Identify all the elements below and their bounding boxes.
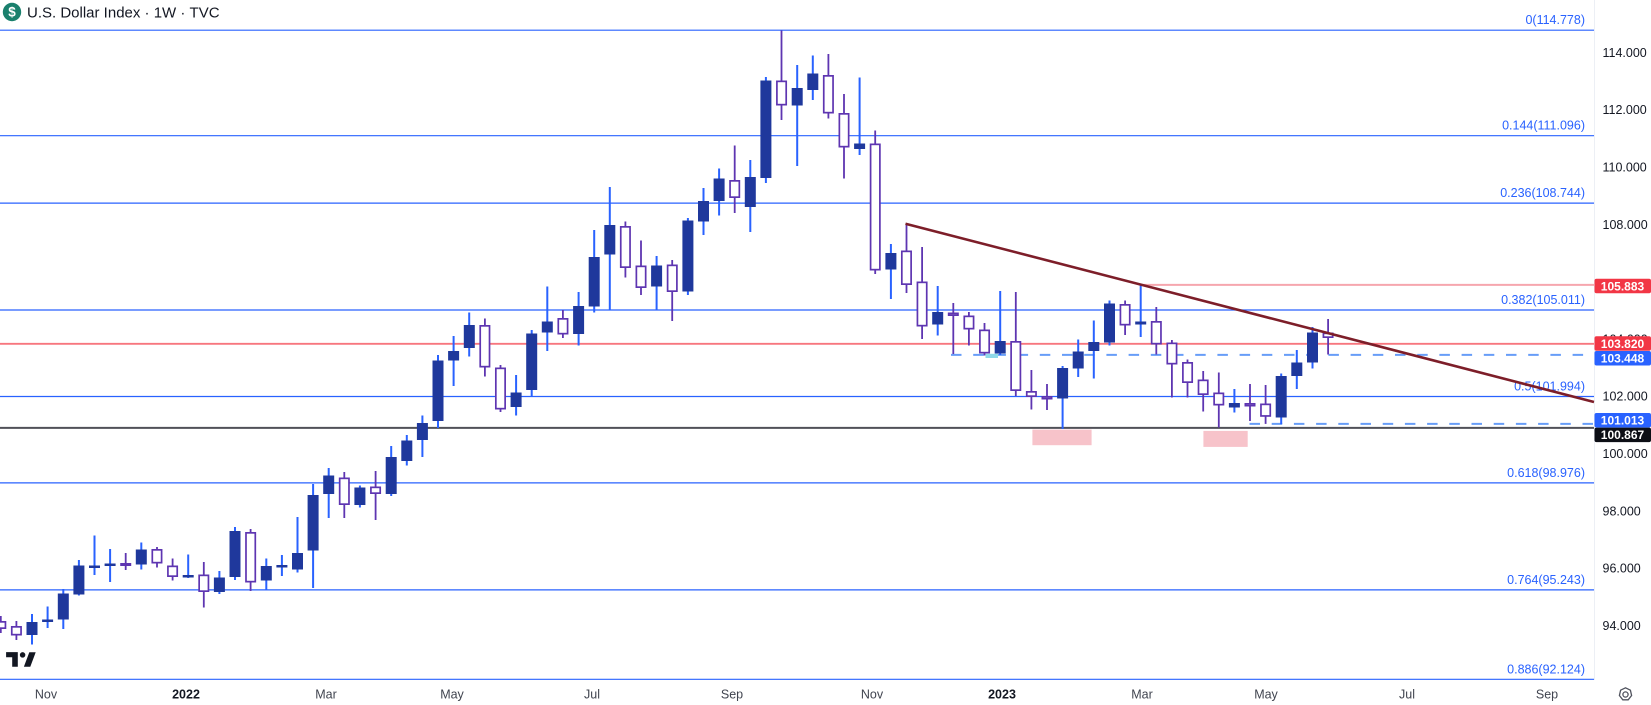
svg-text:0.236(108.744): 0.236(108.744) [1500,186,1585,200]
svg-text:0.618(98.976): 0.618(98.976) [1507,466,1585,480]
svg-text:102.000: 102.000 [1603,390,1648,404]
svg-text:0.5(101.994): 0.5(101.994) [1514,380,1585,394]
svg-text:Nov: Nov [861,688,884,702]
svg-text:May: May [1254,688,1278,702]
svg-text:Jul: Jul [1399,688,1415,702]
svg-text:Sep: Sep [1536,688,1558,702]
svg-text:Mar: Mar [315,688,337,702]
svg-text:May: May [440,688,464,702]
svg-text:98.000: 98.000 [1603,504,1641,518]
svg-text:Mar: Mar [1131,688,1153,702]
svg-text:110.000: 110.000 [1603,161,1647,175]
svg-text:U.S. Dollar Index · 1W · TVC: U.S. Dollar Index · 1W · TVC [27,5,220,22]
svg-text:$: $ [8,5,16,20]
svg-text:114.000: 114.000 [1603,46,1647,60]
svg-text:Nov: Nov [35,688,58,702]
svg-text:101.013: 101.013 [1601,414,1645,428]
svg-text:2023: 2023 [988,688,1016,702]
svg-text:100.867: 100.867 [1601,428,1645,442]
svg-text:0.764(95.243): 0.764(95.243) [1507,573,1585,587]
svg-text:108.000: 108.000 [1603,218,1648,232]
svg-text:2022: 2022 [172,688,200,702]
svg-text:96.000: 96.000 [1603,562,1641,576]
svg-text:0.382(105.011): 0.382(105.011) [1501,293,1585,307]
svg-text:0.144(111.096): 0.144(111.096) [1502,119,1585,133]
svg-text:0.886(92.124): 0.886(92.124) [1507,662,1585,676]
svg-text:103.448: 103.448 [1601,352,1645,366]
svg-text:100.000: 100.000 [1603,447,1648,461]
svg-text:Sep: Sep [721,688,743,702]
svg-text:103.820: 103.820 [1601,337,1645,351]
svg-text:Jul: Jul [584,688,600,702]
svg-text:0(114.778): 0(114.778) [1525,13,1585,27]
svg-text:112.000: 112.000 [1603,103,1647,117]
svg-text:105.883: 105.883 [1601,279,1645,293]
svg-text:94.000: 94.000 [1603,619,1641,633]
